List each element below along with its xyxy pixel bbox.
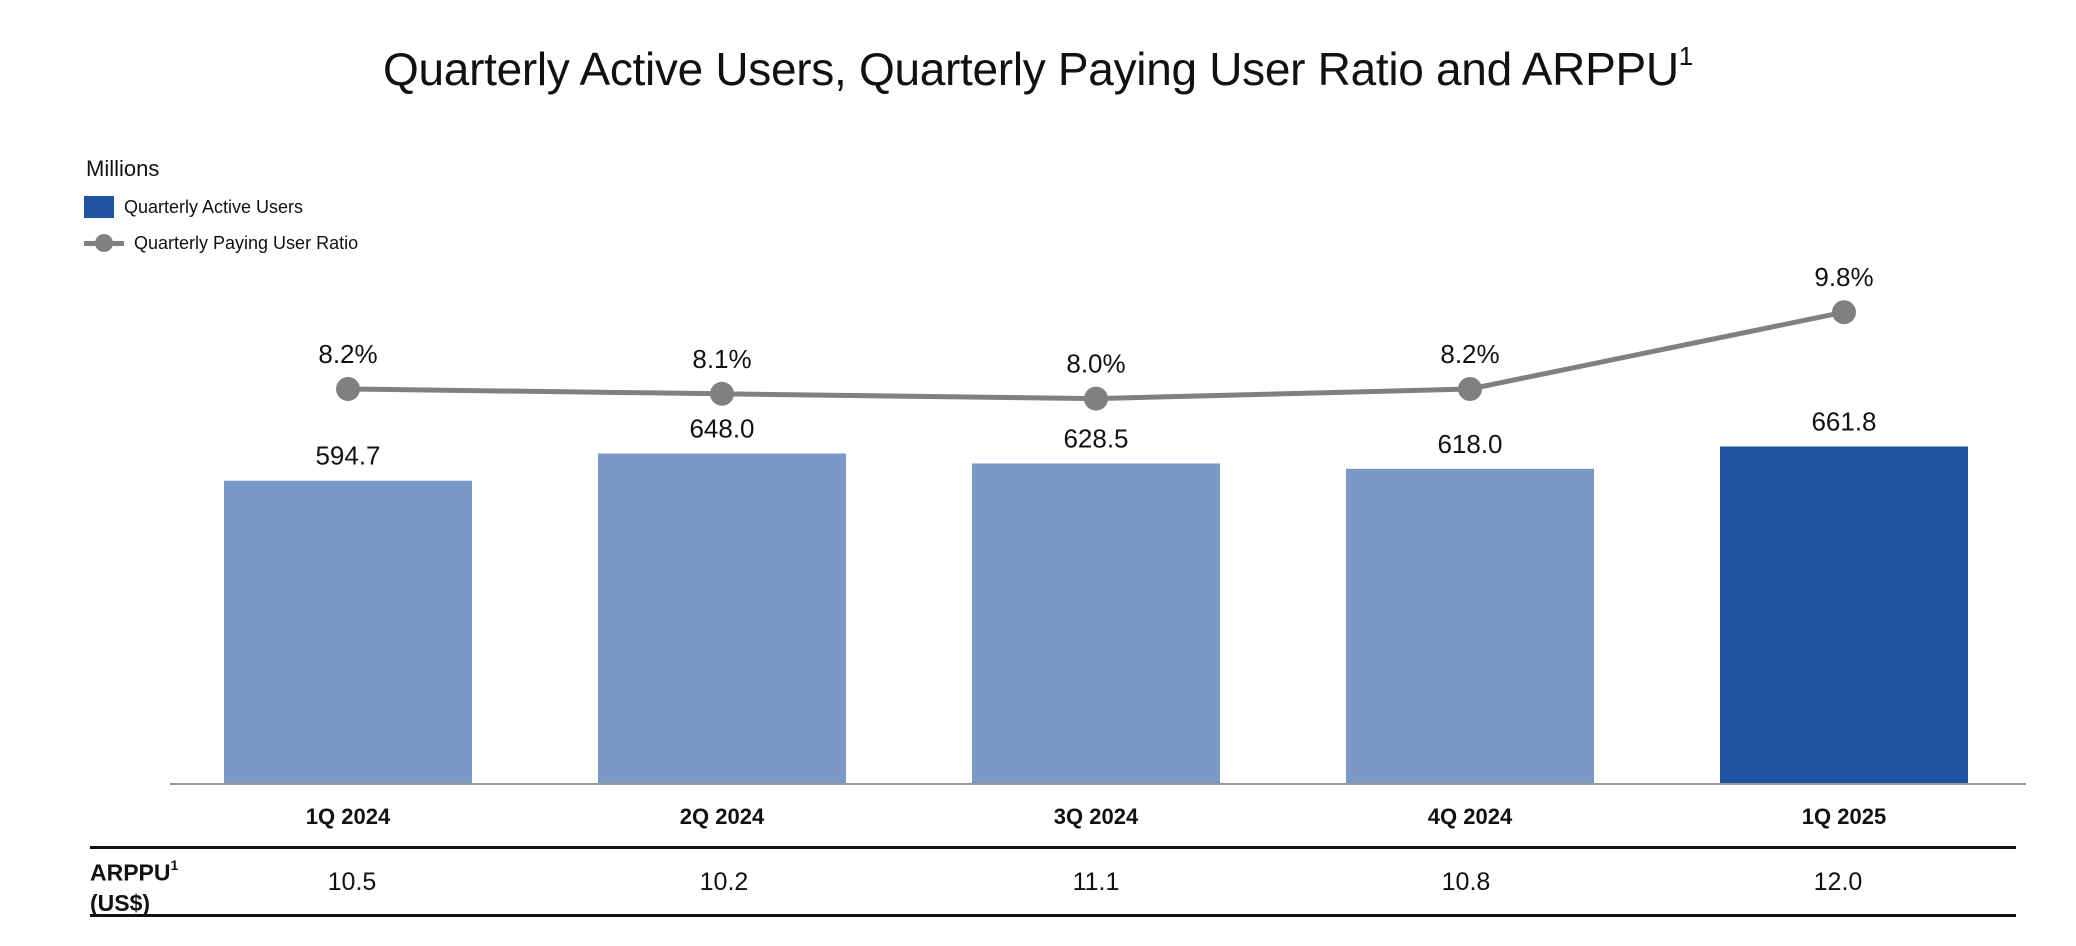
paying-ratio-label-4: 8.2% [1440,339,1499,369]
chart-title: Quarterly Active Users, Quarterly Paying… [0,40,2076,96]
arppu-value-2: 10.2 [699,868,749,896]
units-label: Millions [86,156,160,181]
bar-value-label-4: 618.0 [1437,429,1502,459]
bar-value-label-1: 594.7 [315,441,380,471]
x-tick-label-1: 1Q 2024 [306,804,391,829]
x-tick-label-3: 3Q 2024 [1054,804,1139,829]
paying-ratio-point-1 [336,377,360,401]
paying-ratio-point-5 [1832,300,1856,325]
arppu-value-4: 10.8 [1441,868,1491,896]
paying-ratio-label-5: 9.8% [1814,262,1873,292]
arppu-label-unit: (US$) [90,889,151,916]
bar-value-label-2: 648.0 [689,414,754,444]
paying-ratio-label-3: 8.0% [1066,349,1125,379]
arppu-top-rule [90,846,2016,849]
x-tick-label-5: 1Q 2025 [1802,804,1886,829]
chart-title-footnote: 1 [1678,40,1693,71]
paying-ratio-point-4 [1458,377,1482,401]
arppu-label-text: ARPPU [90,859,171,886]
bar-value-label-3: 628.5 [1063,423,1128,453]
x-tick-label-2: 2Q 2024 [680,804,765,829]
arppu-bottom-rule [90,914,2016,917]
paying-ratio-label-2: 8.1% [692,344,751,374]
arppu-row-label: ARPPU1 (US$) [90,852,178,918]
paying-ratio-point-2 [710,381,734,406]
arppu-value-3: 11.1 [1072,868,1120,896]
bar-value-label-5: 661.8 [1811,406,1876,436]
legend-item-paying-ratio: Quarterly Paying User Ratio [84,232,358,254]
bar-5 [1720,446,1968,784]
arppu-value-5: 12.0 [1813,868,1863,896]
legend-item-active-users: Quarterly Active Users [84,196,303,218]
x-tick-label-4: 4Q 2024 [1428,804,1513,829]
paying-ratio-point-3 [1084,386,1108,411]
arppu-label-footnote: 1 [170,857,179,873]
legend-label-active-users: Quarterly Active Users [124,196,304,217]
paying-ratio-label-1: 8.2% [318,339,377,369]
square-swatch-icon [84,196,114,218]
legend-label-paying-ratio: Quarterly Paying User Ratio [134,232,359,253]
bar-1 [224,480,472,784]
bar-2 [598,453,846,784]
line-marker-icon [84,232,124,254]
bar-4 [1346,468,1594,784]
chart-title-text: Quarterly Active Users, Quarterly Paying… [383,43,1679,95]
arppu-value-1: 10.5 [327,868,377,896]
bar-3 [972,463,1220,784]
